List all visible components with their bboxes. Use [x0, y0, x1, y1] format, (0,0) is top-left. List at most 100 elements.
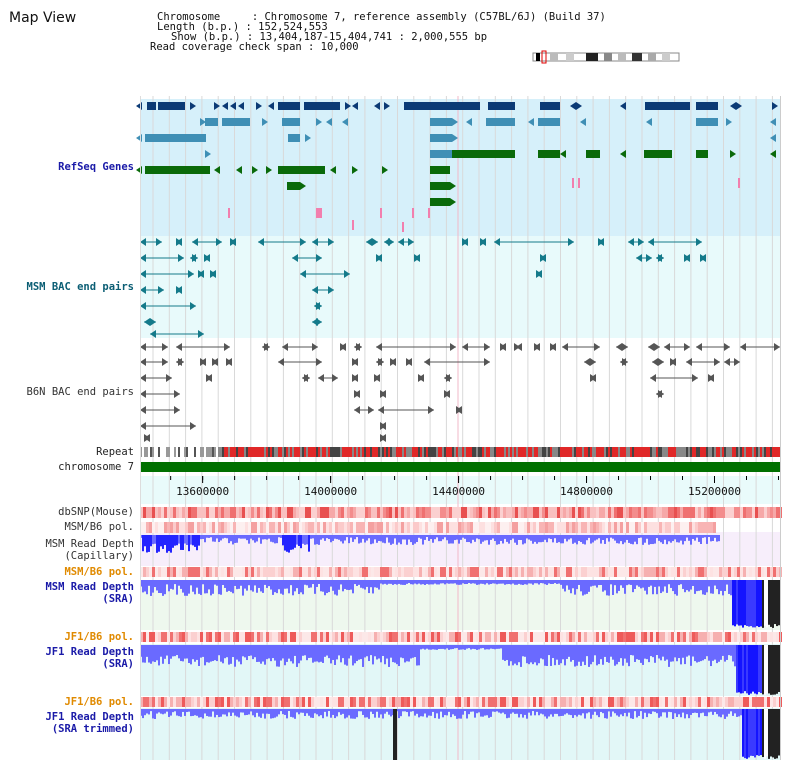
bac-end-right	[374, 374, 380, 382]
jf1-b6-pol2-cell	[404, 697, 407, 707]
track-label-chromosome[interactable]: chromosome 7	[58, 461, 134, 473]
msm-depth-capillary-bar	[374, 535, 376, 540]
jf1-b6-pol2-cell	[653, 697, 656, 707]
msm-b6-pol2-cell	[515, 567, 518, 577]
jf1-depth-sra-bar	[370, 645, 372, 656]
repeat-segment	[634, 447, 636, 457]
dbsnp-cell	[563, 507, 566, 518]
jf1-b6-pol-cell	[164, 632, 167, 642]
jf1-depth-trimmed-bar	[504, 709, 506, 715]
gene-arrow	[326, 118, 332, 126]
msm-depth-sra-bar	[464, 580, 466, 585]
msm-depth-sra-bar	[506, 580, 508, 585]
track-label-jf1-depth-trimmed[interactable]: JF1 Read Depth	[45, 711, 134, 723]
dbsnp-cell	[593, 507, 596, 518]
repeat-segment	[496, 447, 498, 457]
axis-tick-label: 14400000	[432, 485, 485, 498]
track-label-jf1-b6-pol-2[interactable]: JF1/B6 pol.	[64, 696, 134, 708]
msm-b6-pol-cell	[599, 522, 602, 533]
dbsnp-cell	[248, 507, 251, 518]
jf1-depth-sra-bar	[270, 645, 272, 662]
dbsnp-cell	[668, 507, 671, 518]
jf1-b6-pol2-cell	[638, 697, 641, 707]
jf1-b6-pol-cell	[527, 632, 530, 642]
track-label-msm-b6-pol-2[interactable]: MSM/B6 pol.	[64, 566, 134, 578]
jf1-depth-trimmed-bar	[250, 709, 252, 712]
msm-b6-pol-cell	[560, 522, 563, 533]
jf1-depth-trimmed-bar	[628, 709, 630, 713]
jf1-b6-pol2-cell	[149, 697, 152, 707]
msm-depth-sra-bar	[542, 580, 544, 584]
msm-depth-capillary-bar	[376, 535, 378, 543]
msm-depth-capillary-bar	[222, 535, 224, 539]
msm-depth-capillary-bar	[250, 535, 252, 539]
track-label-jf1-b6-pol-1[interactable]: JF1/B6 pol.	[64, 631, 134, 643]
jf1-depth-sra-bar	[630, 645, 632, 656]
repeat-segment	[304, 447, 306, 457]
jf1-b6-pol2-cell	[746, 697, 749, 707]
jf1-depth-sra-bar	[516, 645, 518, 666]
jf1-depth-trimmed-bar	[742, 709, 744, 757]
msm-depth-capillary-bar	[326, 535, 328, 539]
dbsnp-cell	[218, 507, 221, 518]
panel-title: Map View	[9, 10, 77, 26]
msm-depth-capillary-bar	[262, 535, 264, 540]
msm-b6-pol2-cell	[521, 567, 524, 577]
msm-b6-pol2-cell	[317, 567, 320, 577]
jf1-depth-sra-bar	[302, 645, 304, 656]
track-label-dbsnp[interactable]: dbSNP(Mouse)	[58, 506, 134, 518]
jf1-depth-trimmed-bar	[688, 709, 690, 719]
msm-depth-sra-bar	[438, 580, 440, 585]
track-label-repeat[interactable]: Repeat	[96, 446, 134, 458]
jf1-depth-sra-bar	[714, 645, 716, 660]
track-label-msm-depth-sra[interactable]: MSM Read Depth	[45, 581, 134, 593]
msm-depth-capillary-bar	[680, 535, 682, 541]
jf1-depth-trimmed-bar	[686, 709, 688, 715]
dbsnp-cell	[464, 507, 467, 518]
msm-depth-capillary-bar	[594, 535, 596, 541]
track-label-refseq[interactable]: RefSeq Genes	[58, 161, 134, 173]
track-label-b6n-bac[interactable]: B6N BAC end pairs	[26, 386, 134, 398]
jf1-depth-trimmed-bar	[768, 709, 770, 759]
dbsnp-cell	[329, 507, 332, 518]
jf1-depth-sra-bar	[238, 645, 240, 662]
msm-b6-pol-cell	[218, 522, 221, 533]
msm-depth-sra-bar	[354, 580, 356, 585]
repeat-segment	[394, 447, 396, 457]
msm-b6-pol-cell	[653, 522, 656, 533]
jf1-depth-trimmed-bar	[596, 709, 598, 716]
jf1-depth-sra-bar	[566, 645, 568, 659]
msm-b6-pol-cell	[323, 522, 326, 533]
repeat-segment	[662, 447, 664, 457]
msm-depth-sra-bar	[338, 580, 340, 590]
repeat-segment	[710, 447, 712, 457]
jf1-depth-sra-bar	[704, 645, 706, 660]
msm-depth-capillary-bar	[504, 535, 506, 539]
msm-b6-pol2-cell	[542, 567, 545, 577]
jf1-b6-pol2-cell	[221, 697, 224, 707]
msm-depth-sra-bar	[524, 580, 526, 585]
jf1-depth-trimmed-bar	[280, 709, 282, 712]
msm-b6-pol2-cell	[560, 567, 563, 577]
msm-depth-sra-bar	[312, 580, 314, 585]
msm-depth-sra-bar	[480, 580, 482, 584]
track-label-msm-b6-pol-1[interactable]: MSM/B6 pol.	[64, 521, 134, 533]
jf1-b6-pol-cell	[647, 632, 650, 642]
repeat-segment	[620, 447, 622, 457]
bac-end-right	[316, 358, 322, 366]
msm-depth-sra-bar	[550, 580, 552, 584]
axis-tick-label: 13600000	[176, 485, 229, 498]
track-label-msm-bac[interactable]: MSM BAC end pairs	[26, 281, 134, 293]
track-label-msm-depth-capillary[interactable]: MSM Read Depth	[45, 538, 134, 550]
msm-b6-pol2-cell	[650, 567, 653, 577]
track-label-jf1-depth-sra[interactable]: JF1 Read Depth	[45, 646, 134, 658]
dbsnp-cell	[338, 507, 341, 518]
msm-b6-pol2-cell	[404, 567, 407, 577]
jf1-depth-sra-bar	[230, 645, 232, 664]
bac-end-left	[366, 238, 372, 246]
bac-end-right	[550, 343, 556, 351]
repeat-segment	[762, 447, 764, 457]
bac-end-left	[140, 238, 146, 246]
bac-end-right	[340, 343, 346, 351]
